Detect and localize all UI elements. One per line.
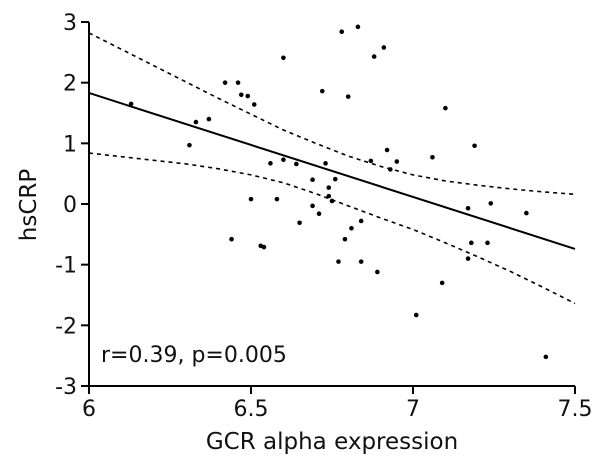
data-point [388,167,393,172]
data-point [323,161,328,166]
data-point [443,105,448,111]
data-point [368,158,374,164]
data-point [381,45,387,50]
x-axis-label: GCR alpha expression [206,429,458,455]
y-axis-label: hsCRP [16,169,42,242]
y-tick-label: 1 [63,132,77,157]
data-point [281,157,286,163]
data-point [342,236,348,242]
data-point [469,240,474,246]
data-point [319,88,325,94]
data-point [310,177,315,183]
data-point [281,55,286,61]
data-point [294,161,299,167]
data-point [193,119,199,125]
lower-confidence-line [88,152,576,305]
data-point [329,198,335,204]
y-tick-label: -2 [55,314,77,339]
data-point [439,280,445,286]
data-point [251,102,257,107]
data-point [384,147,390,153]
data-point [485,240,490,246]
x-tick-label: 6.5 [234,397,269,422]
data-point [297,220,302,226]
x-tick-label: 7 [406,397,420,422]
data-point [394,159,400,164]
x-tick-label: 7.5 [558,397,593,422]
data-point [187,142,192,148]
data-point [229,236,234,242]
data-point [349,225,354,231]
data-point [235,80,241,85]
regression-line-group [88,92,576,250]
axes [81,21,576,394]
data-point [128,101,134,107]
data-point [465,205,471,211]
data-point [316,211,322,217]
stats-annotation: r=0.39, p=0.005 [101,343,287,368]
confidence-band [88,32,576,305]
data-point [326,185,332,190]
data-point [488,201,494,206]
data-point [543,354,549,360]
regression-line [88,92,576,250]
data-points [128,24,549,360]
y-tick-label: -3 [55,375,77,400]
data-point [358,259,364,264]
data-point [245,93,251,99]
data-point [268,161,273,166]
data-point [274,196,280,202]
data-point [261,244,267,250]
data-point [248,196,254,202]
data-point [310,203,315,209]
data-point [358,218,364,224]
data-point [355,24,361,30]
data-point [206,116,212,122]
data-point [345,94,351,99]
data-point [332,176,338,182]
data-point [430,154,435,160]
data-point [222,80,228,85]
data-point [465,256,471,261]
data-point [413,312,419,318]
data-point [336,259,341,264]
tick-labels: 6 6.5 7 7.5 -3 -2 -1 0 1 2 3 [55,11,592,422]
y-tick-label: -1 [55,254,77,279]
x-tick-label: 6 [82,397,96,422]
data-point [472,143,477,149]
y-tick-label: 2 [63,72,77,97]
data-point [371,54,377,59]
upper-confidence-line [88,32,576,196]
data-point [375,269,380,275]
data-point [524,210,529,216]
data-point [238,92,244,98]
y-tick-label: 0 [63,193,77,218]
y-tick-label: 3 [63,11,77,36]
data-point [339,29,345,35]
data-point [326,193,332,199]
